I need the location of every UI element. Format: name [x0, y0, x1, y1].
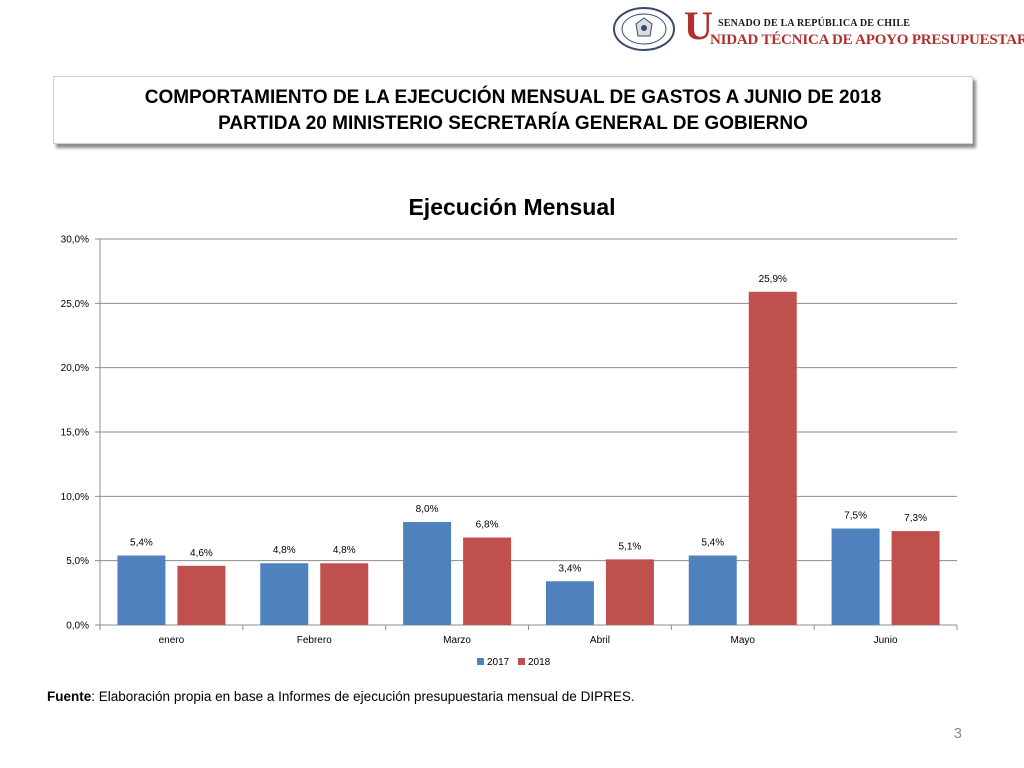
legend-label-2018: 2018	[528, 657, 551, 668]
slide-title-box: COMPORTAMIENTO DE LA EJECUCIÓN MENSUAL D…	[53, 76, 973, 144]
legend-label-2017: 2017	[487, 657, 510, 668]
bar-2017-Marzo	[403, 522, 452, 625]
y-tick-label: 5,0%	[66, 556, 89, 567]
y-tick-label: 10,0%	[61, 492, 89, 503]
bar-2018-Marzo	[463, 537, 512, 625]
data-label: 5,4%	[701, 538, 724, 549]
data-label: 6,8%	[476, 520, 499, 531]
chart-title: Ejecución Mensual	[408, 194, 615, 220]
slide-title-line2: PARTIDA 20 MINISTERIO SECRETARÍA GENERAL…	[218, 113, 808, 134]
bar-2018-Junio	[891, 531, 940, 625]
slide-title-line1: COMPORTAMIENTO DE LA EJECUCIÓN MENSUAL D…	[144, 87, 882, 108]
bar-2018-Abril	[605, 559, 654, 625]
y-tick-label: 0,0%	[66, 621, 89, 632]
utap-logo: U SENADO DE LA REPÚBLICA DE CHILE NIDAD …	[684, 6, 1024, 52]
data-label: 3,4%	[559, 563, 582, 574]
chart-bars: 5,4% 4,6% 4,8% 4,8% 8,0% 6,8% 3,4% 5,1% 5,4% 25,9…	[117, 274, 940, 625]
data-label: 4,6%	[190, 548, 213, 559]
data-label: 25,9%	[759, 274, 787, 285]
data-label: 7,3%	[904, 513, 927, 524]
data-label: 7,5%	[844, 511, 867, 522]
bar-2017-Febrero	[260, 563, 309, 625]
y-tick-label: 25,0%	[61, 299, 89, 310]
legend-swatch-2018	[518, 658, 525, 665]
data-label: 4,8%	[333, 545, 356, 556]
org-initial: U	[684, 3, 713, 48]
chart-legend: 2017 2018	[477, 657, 551, 668]
y-tick-label: 30,0%	[61, 235, 89, 246]
bar-2017-Abril	[545, 581, 594, 625]
bar-2018-Febrero	[320, 563, 369, 625]
bar-2017-Mayo	[688, 555, 737, 625]
page-number: 3	[953, 725, 962, 742]
bar-chart: Ejecución Mensual 0,0% 5,0% 10,0% 15,0% 20,0…	[61, 194, 958, 668]
source-text: : Elaboración propia en base a Informes …	[91, 689, 635, 704]
legend-swatch-2017	[477, 658, 484, 665]
x-tick-label: Abril	[590, 635, 610, 646]
data-label: 8,0%	[416, 504, 439, 515]
senado-seal-logo	[613, 7, 675, 51]
y-tick-label: 20,0%	[61, 363, 89, 374]
org-small-name: SENADO DE LA REPÚBLICA DE CHILE	[718, 18, 911, 29]
x-tick-label: Junio	[874, 635, 898, 646]
x-axis: enero Febrero Marzo Abril Mayo Junio	[99, 625, 958, 646]
bar-2017-Junio	[831, 528, 880, 625]
x-tick-label: Marzo	[443, 635, 471, 646]
x-tick-label: enero	[159, 635, 185, 646]
bar-2018-enero	[177, 565, 226, 625]
x-tick-label: Mayo	[731, 635, 756, 646]
data-label: 5,4%	[130, 538, 153, 549]
y-axis: 0,0% 5,0% 10,0% 15,0% 20,0% 25,0% 30,0%	[61, 235, 101, 632]
bar-2017-enero	[117, 555, 166, 625]
y-tick-label: 15,0%	[61, 428, 89, 439]
data-label: 4,8%	[273, 545, 296, 556]
source-label: Fuente	[47, 689, 92, 704]
data-label: 5,1%	[619, 541, 642, 552]
org-name: NIDAD TÉCNICA DE APOYO PRESUPUESTARIO	[710, 32, 1024, 48]
chart-gridlines	[100, 238, 957, 626]
bar-2018-Mayo	[748, 291, 797, 625]
x-tick-label: Febrero	[297, 635, 332, 646]
source-note: Fuente: Elaboración propia en base a Inf…	[47, 689, 635, 704]
